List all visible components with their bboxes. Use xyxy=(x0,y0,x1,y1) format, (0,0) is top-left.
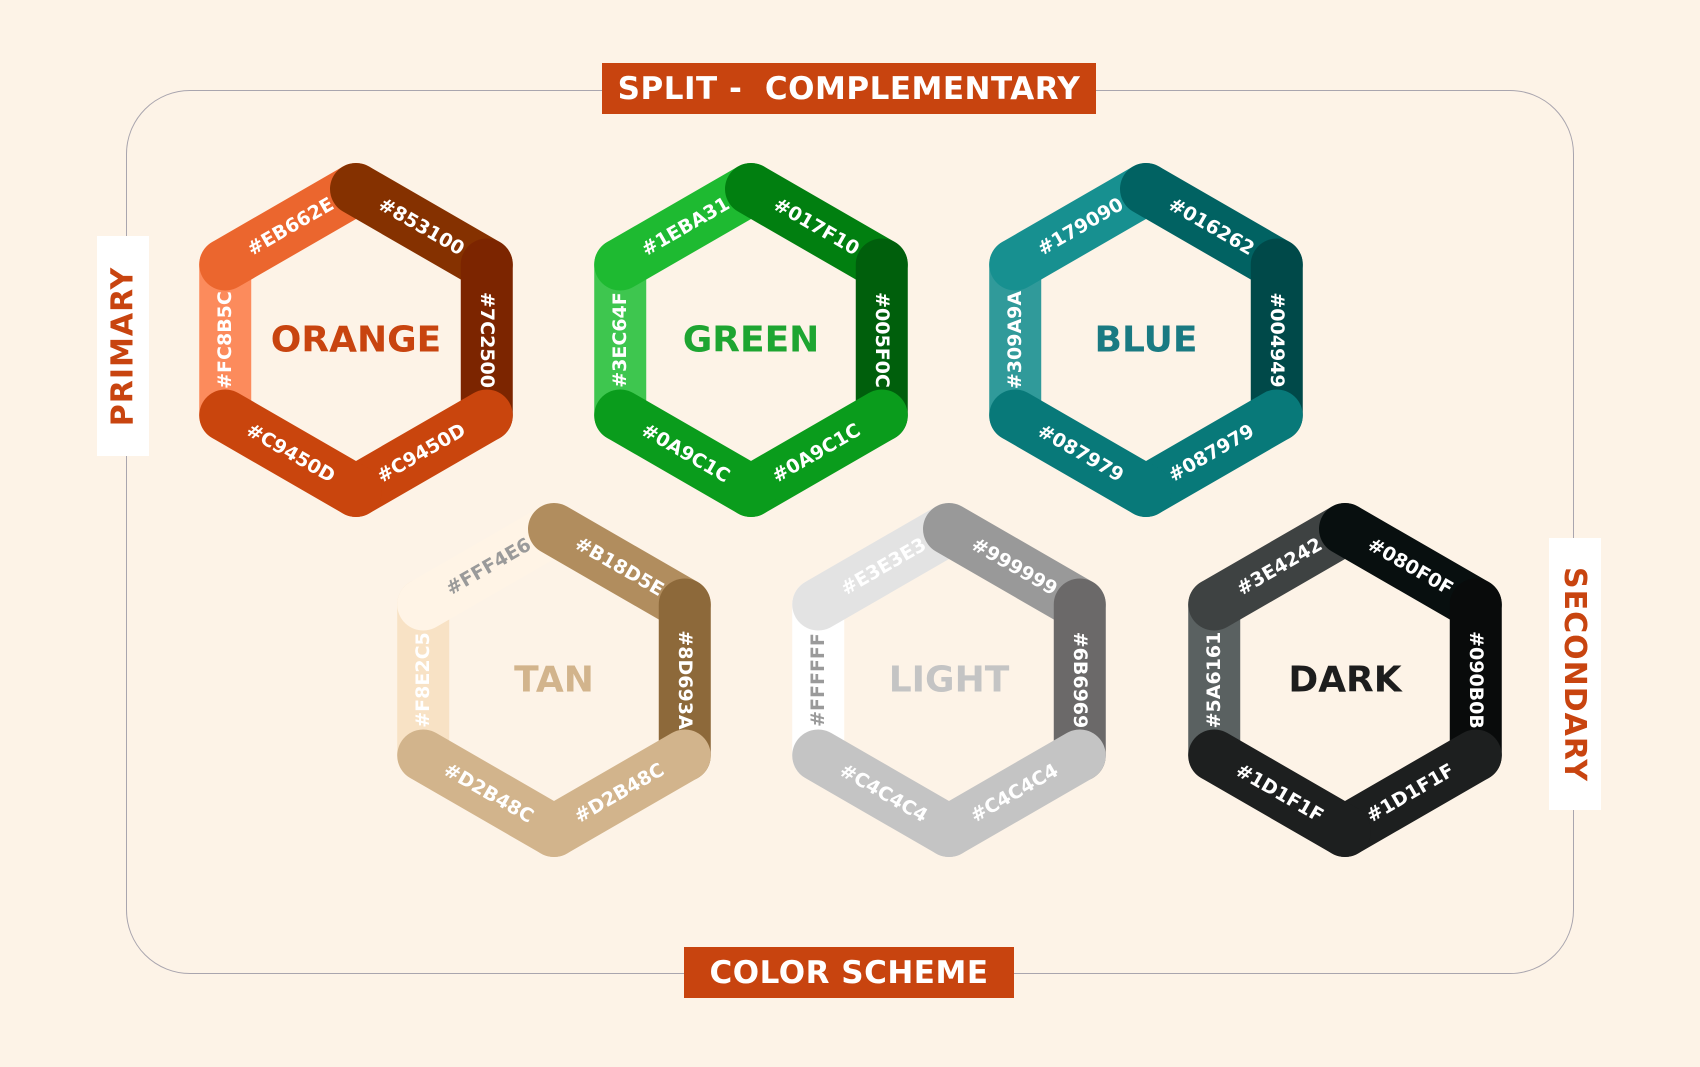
hex-code-label: #6B6969 xyxy=(1069,632,1091,729)
hex-segment-dark-5 xyxy=(1188,729,1371,857)
hex-name-tan: TAN xyxy=(514,660,594,701)
secondary-tag: SECONDARY xyxy=(1549,538,1601,810)
hex-wheel-tan: #F8E2C5#FFF4E6 #B18D5E#8D693A#D2B48C#D2B4… xyxy=(397,503,711,857)
hex-code-label: #005F0C xyxy=(871,292,893,388)
hex-code-label: #309A9A xyxy=(1004,291,1026,390)
hex-code-label: #5A6161 xyxy=(1203,632,1225,729)
title-banner: SPLIT - COMPLEMENTARY xyxy=(602,63,1096,114)
hex-segment-green-5 xyxy=(594,389,777,517)
hex-code-label: #8D693A xyxy=(674,630,696,730)
hex-code-label: #7C2500 xyxy=(476,292,498,388)
hex-segment-blue-5 xyxy=(989,389,1172,517)
hex-wheel-orange: #FC8B5C#EB662E #853100#7C2500#C9450D#C945… xyxy=(199,163,513,517)
hex-name-green: GREEN xyxy=(683,320,820,361)
hex-segment-tan-5 xyxy=(397,729,580,857)
hex-segment-light-5 xyxy=(792,729,975,857)
hex-code-label: #004949 xyxy=(1266,292,1288,387)
hex-code-label: #090B0B xyxy=(1465,631,1487,729)
hex-wheel-dark: #5A6161#3E4242 #080F0F#090B0B#1D1F1F#1D1F… xyxy=(1188,503,1502,857)
hex-code-label: #3EC64F xyxy=(609,292,631,387)
hex-segment-orange-5 xyxy=(199,389,382,517)
hex-name-dark: DARK xyxy=(1288,660,1402,701)
footer-banner: COLOR SCHEME xyxy=(684,947,1014,998)
hex-name-blue: BLUE xyxy=(1095,320,1198,361)
hex-name-light: LIGHT xyxy=(889,660,1010,701)
hex-wheel-blue: #309A9A#179090 #016262#004949#087979#0879… xyxy=(989,163,1303,517)
hex-name-orange: ORANGE xyxy=(271,320,441,361)
hex-code-label: #FC8B5C xyxy=(214,291,236,389)
hex-code-label: #F8E2C5 xyxy=(412,632,434,727)
hex-code-label: #FFFFFF xyxy=(807,633,829,727)
hex-wheel-light: #FFFFFF#E3E3E3 #999999#6B6969#C4C4C4#C4C4… xyxy=(792,503,1106,857)
primary-tag: PRIMARY xyxy=(97,236,149,456)
hex-wheel-green: #3EC64F#1EBA31 #017F10#005F0C#0A9C1C#0A9C… xyxy=(594,163,908,517)
